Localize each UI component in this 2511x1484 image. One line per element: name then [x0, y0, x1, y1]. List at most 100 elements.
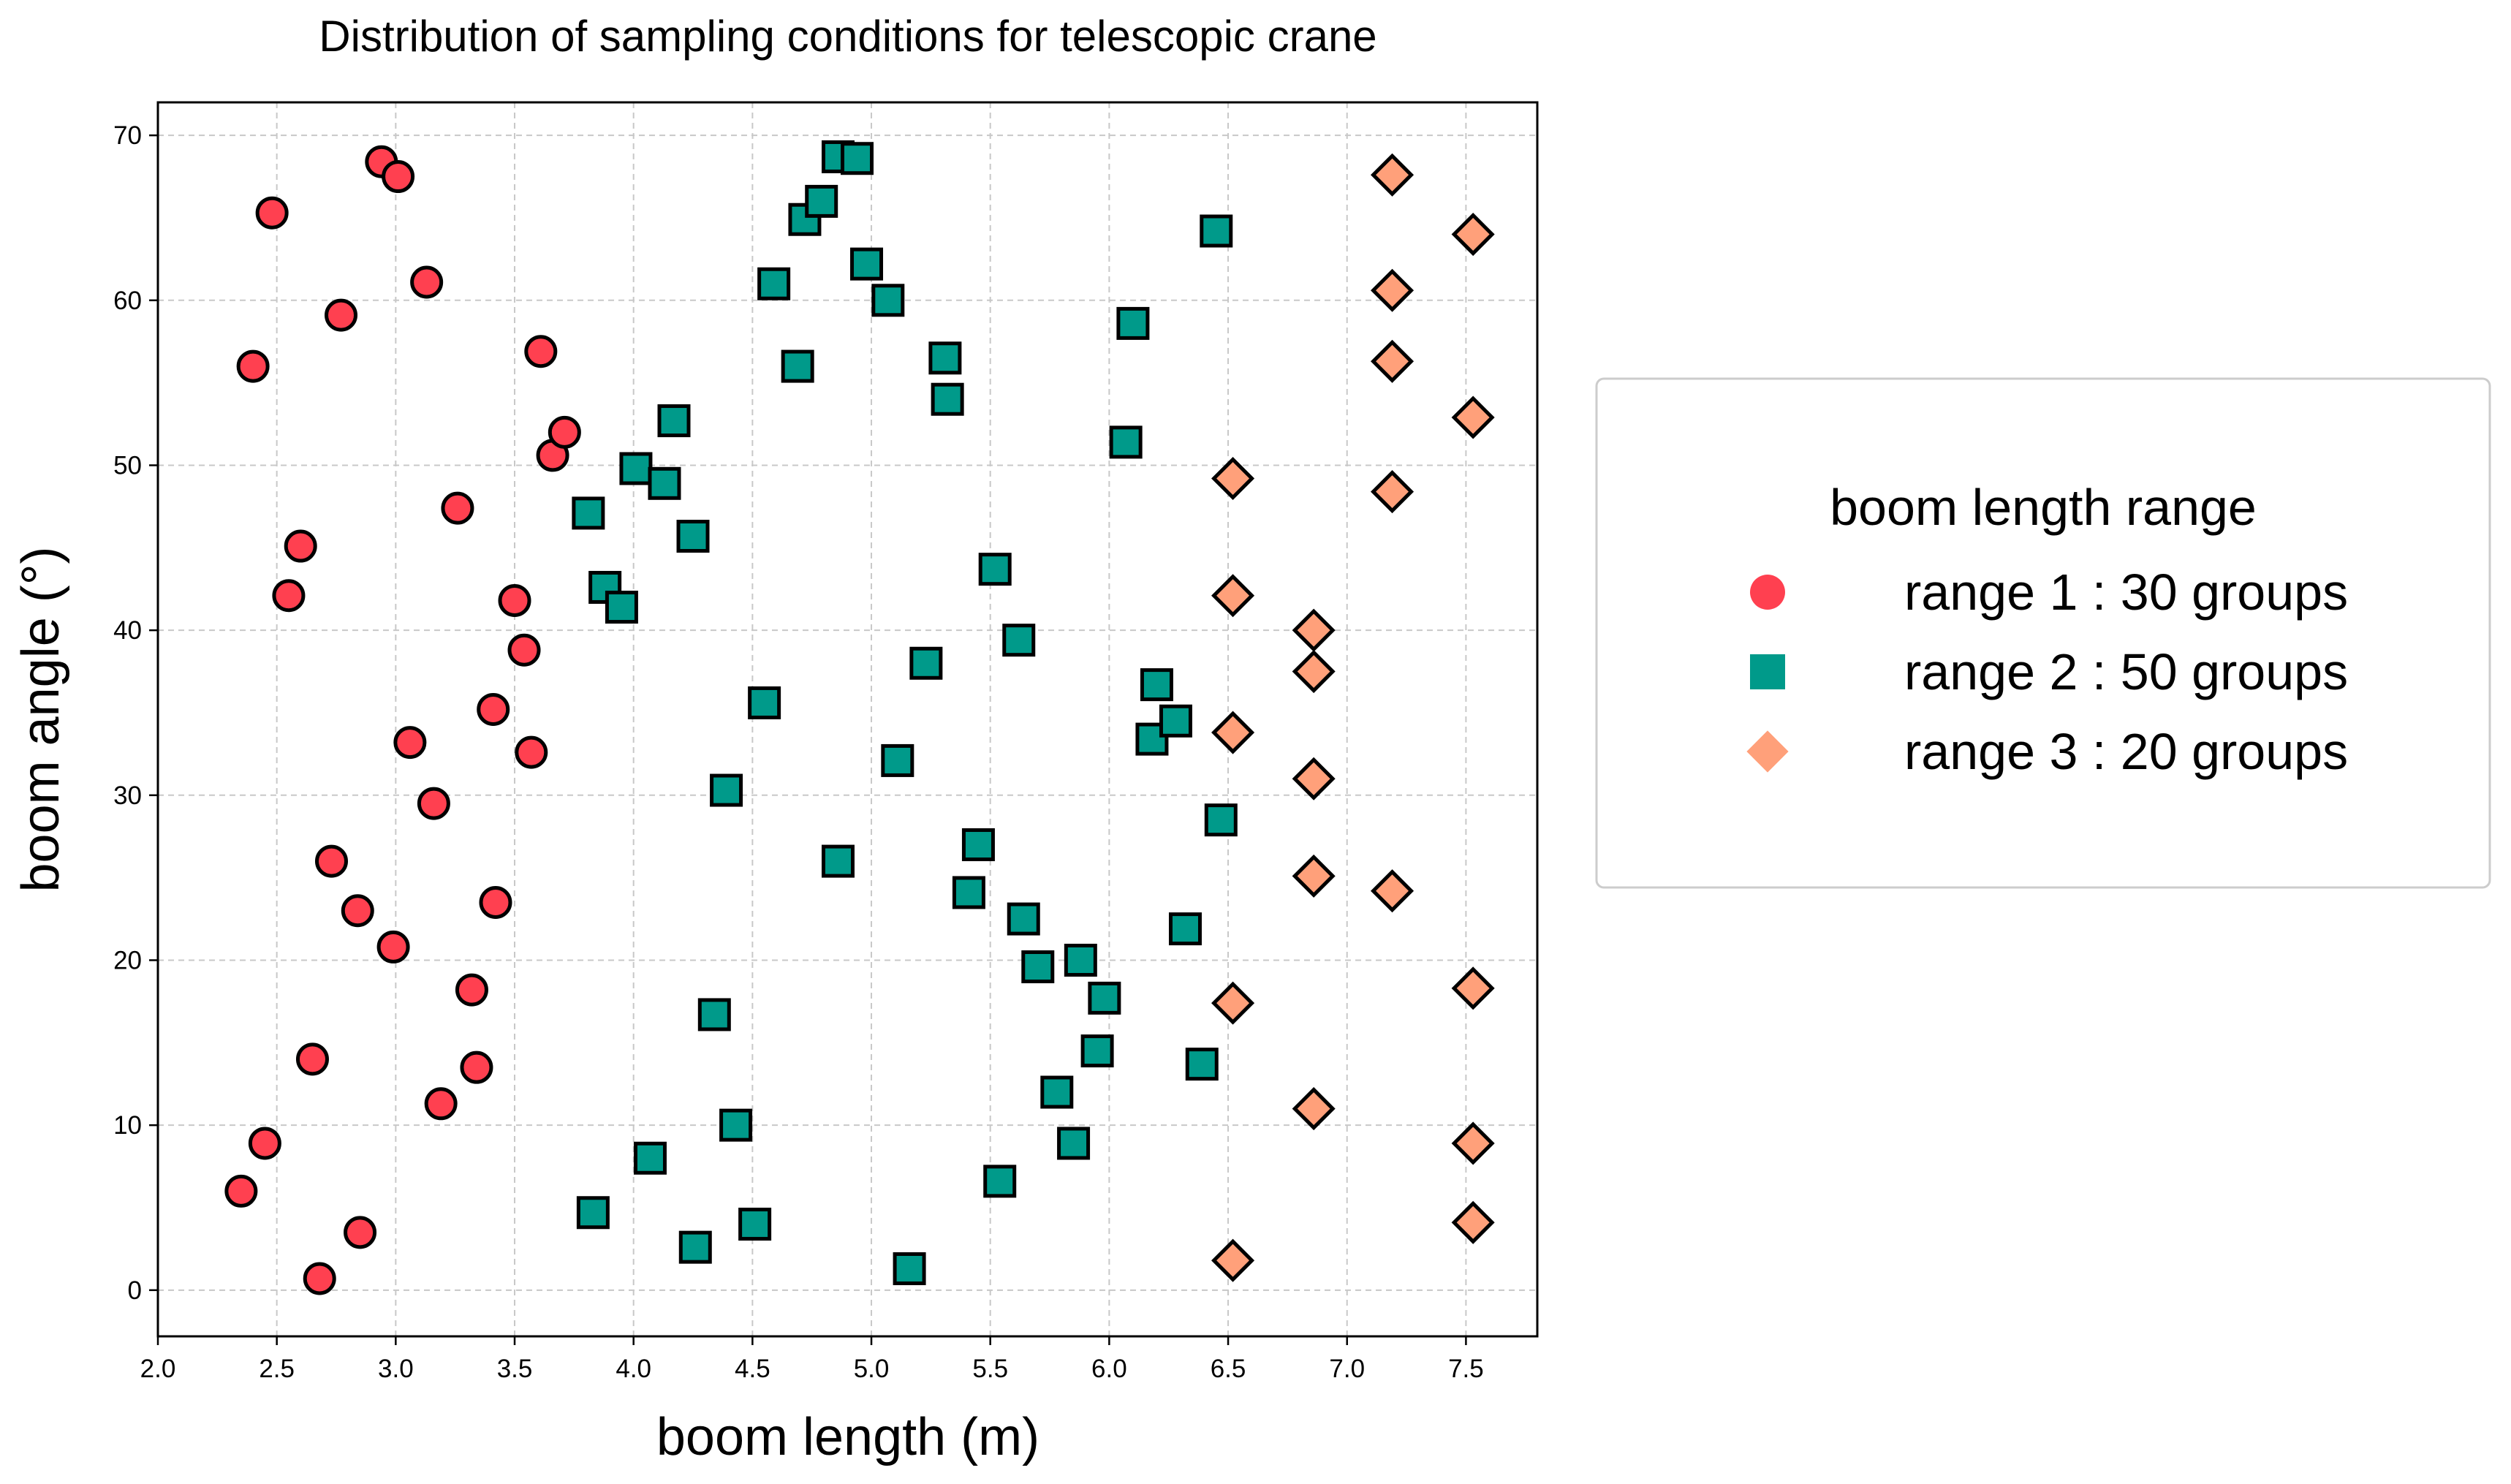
y-tick-label: 50 — [113, 451, 142, 480]
data-point-square — [657, 404, 691, 438]
data-point-diamond — [1451, 966, 1495, 1010]
plot-area-frame — [156, 101, 1539, 1338]
legend-marker-square — [1750, 654, 1785, 689]
data-point-square — [738, 1208, 772, 1241]
data-point-diamond — [1371, 268, 1414, 312]
data-point-square — [648, 466, 681, 500]
data-point-diamond — [1451, 212, 1495, 257]
data-point-circle — [341, 894, 374, 928]
data-point-circle — [344, 1216, 377, 1249]
data-point-square — [928, 341, 962, 375]
data-point-square — [719, 1108, 753, 1142]
data-point-square — [805, 184, 838, 218]
data-point-diamond — [1211, 981, 1255, 1025]
data-point-diamond — [1211, 574, 1255, 618]
data-point-circle — [548, 415, 581, 449]
data-point-circle — [410, 265, 444, 299]
legend: boom length range range 1 : 30 groupsran… — [1595, 377, 2491, 889]
data-point-circle — [455, 973, 488, 1007]
x-tick-label: 5.5 — [972, 1355, 1008, 1383]
data-point-square — [893, 1252, 926, 1285]
data-point-diamond — [1451, 1121, 1495, 1165]
data-point-diamond — [1451, 395, 1495, 439]
y-tick-label: 40 — [113, 616, 142, 645]
data-point-circle — [524, 335, 558, 368]
legend-frame — [1595, 377, 2491, 889]
data-point-square — [871, 284, 905, 317]
data-point-square — [1204, 803, 1238, 837]
data-point-diamond — [1292, 854, 1336, 898]
data-point-square — [821, 844, 855, 878]
data-point-square — [757, 267, 791, 300]
data-point-square — [1159, 704, 1192, 738]
data-point-circle — [393, 726, 427, 760]
data-points — [224, 140, 1495, 1295]
data-point-diamond — [1371, 153, 1414, 197]
data-point-square — [619, 452, 653, 485]
data-point-diamond — [1371, 470, 1414, 514]
x-tick-label: 2.5 — [259, 1355, 295, 1383]
data-point-square — [710, 773, 743, 807]
legend-entry-label: range 3 : 20 groups — [1904, 723, 2348, 780]
data-point-circle — [272, 579, 306, 613]
x-tick-label: 5.0 — [854, 1355, 890, 1383]
data-point-square — [1168, 912, 1202, 946]
data-point-circle — [382, 160, 415, 194]
data-point-square — [697, 998, 731, 1031]
data-point-square — [781, 349, 814, 383]
data-point-diamond — [1371, 339, 1414, 383]
x-tick-label: 4.0 — [616, 1355, 651, 1383]
data-point-square — [881, 743, 914, 777]
data-point-square — [841, 142, 874, 175]
data-point-circle — [424, 1087, 458, 1121]
grid-layer — [157, 102, 1537, 1336]
data-point-circle — [303, 1262, 336, 1295]
data-point-diamond — [1292, 1087, 1336, 1131]
data-point-square — [1088, 981, 1121, 1015]
y-axis-label: boom angle (°) — [12, 546, 70, 892]
legend-entries: range 1 : 30 groups range 2 : 50 groups ra… — [1746, 564, 2348, 780]
y-tick-label: 70 — [113, 121, 142, 150]
data-point-circle — [477, 692, 510, 726]
data-point-circle — [325, 298, 358, 332]
data-point-square — [961, 828, 995, 862]
data-point-circle — [417, 787, 450, 820]
data-point-circle — [315, 844, 349, 878]
x-axis-label: boom length (m) — [656, 1408, 1039, 1466]
data-point-square — [1200, 214, 1233, 248]
data-point-circle — [376, 930, 410, 964]
data-point-square — [576, 1196, 610, 1230]
data-point-circle — [507, 633, 541, 667]
data-point-square — [1002, 624, 1036, 657]
data-point-circle — [479, 885, 512, 919]
x-tick-label: 4.5 — [735, 1355, 770, 1383]
data-point-diamond — [1371, 869, 1414, 913]
x-tick-label: 2.0 — [140, 1355, 176, 1383]
x-tick-label: 3.5 — [497, 1355, 533, 1383]
data-point-diamond — [1292, 650, 1336, 694]
x-tick-label: 7.5 — [1448, 1355, 1484, 1383]
data-point-diamond — [1211, 456, 1255, 501]
data-point-square — [978, 553, 1012, 586]
data-point-circle — [284, 529, 317, 563]
data-point-square — [1040, 1075, 1074, 1109]
y-tick-label: 20 — [113, 946, 142, 974]
data-point-circle — [248, 1127, 281, 1160]
data-point-square — [1140, 668, 1173, 702]
data-point-square — [931, 382, 964, 416]
data-point-square — [678, 1230, 712, 1264]
data-point-circle — [498, 584, 531, 618]
data-point-square — [748, 686, 781, 719]
y-tick-label: 60 — [113, 287, 142, 315]
chart-title: Distribution of sampling conditions for … — [319, 12, 1376, 61]
data-point-square — [850, 247, 884, 281]
data-point-square — [572, 496, 605, 530]
data-point-square — [1109, 425, 1143, 459]
data-point-square — [1080, 1034, 1114, 1068]
x-tick-label: 7.0 — [1329, 1355, 1365, 1383]
data-point-square — [1064, 943, 1097, 977]
data-point-circle — [460, 1050, 493, 1084]
y-tick-label: 0 — [128, 1276, 142, 1305]
data-point-square — [588, 570, 622, 604]
